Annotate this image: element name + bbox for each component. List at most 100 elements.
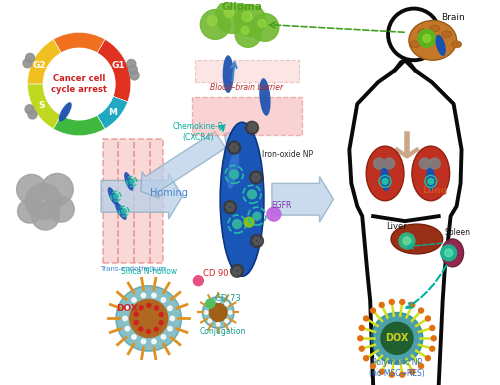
Circle shape [234, 272, 237, 275]
Circle shape [32, 202, 60, 230]
Circle shape [208, 319, 212, 323]
Circle shape [230, 203, 233, 206]
Ellipse shape [366, 146, 404, 201]
Circle shape [257, 242, 260, 245]
Circle shape [114, 194, 118, 199]
FancyArrow shape [272, 176, 334, 222]
Wedge shape [28, 39, 62, 84]
Circle shape [428, 178, 434, 184]
Circle shape [170, 316, 174, 321]
Circle shape [399, 233, 415, 249]
Wedge shape [54, 32, 105, 53]
Circle shape [432, 336, 436, 341]
Circle shape [390, 372, 394, 377]
Circle shape [139, 327, 143, 331]
Circle shape [258, 176, 260, 179]
Circle shape [237, 272, 240, 275]
Circle shape [116, 286, 182, 351]
Ellipse shape [391, 224, 442, 254]
Ellipse shape [380, 166, 390, 191]
Circle shape [130, 300, 168, 338]
Ellipse shape [418, 29, 428, 36]
Ellipse shape [222, 55, 234, 93]
Circle shape [252, 176, 254, 179]
Circle shape [161, 335, 166, 339]
Circle shape [244, 217, 254, 227]
Circle shape [253, 173, 256, 176]
FancyArrow shape [140, 131, 226, 198]
FancyBboxPatch shape [196, 60, 298, 82]
Circle shape [18, 199, 42, 223]
Text: Silica N-hollow: Silica N-hollow [120, 267, 177, 276]
Circle shape [227, 203, 230, 206]
Circle shape [216, 323, 220, 326]
Circle shape [194, 276, 203, 286]
Circle shape [381, 322, 413, 354]
Circle shape [252, 239, 256, 243]
Wedge shape [97, 96, 128, 129]
Circle shape [430, 158, 440, 169]
Text: Spleen: Spleen [444, 228, 470, 237]
Text: Brain: Brain [440, 13, 464, 22]
Circle shape [142, 339, 146, 344]
Ellipse shape [410, 41, 420, 48]
Circle shape [440, 245, 456, 261]
Ellipse shape [436, 35, 446, 56]
Circle shape [26, 183, 62, 219]
Circle shape [426, 356, 430, 361]
Circle shape [134, 312, 138, 316]
Circle shape [364, 316, 368, 321]
Circle shape [16, 174, 46, 204]
Circle shape [146, 330, 150, 333]
Circle shape [227, 208, 230, 211]
Text: Glioma: Glioma [222, 2, 262, 12]
Circle shape [242, 12, 252, 22]
Circle shape [254, 237, 257, 240]
Circle shape [360, 325, 364, 330]
Circle shape [231, 149, 234, 152]
Circle shape [210, 303, 227, 321]
Circle shape [360, 346, 364, 351]
Circle shape [132, 335, 136, 339]
Circle shape [238, 269, 242, 272]
Text: DOX: DOX [116, 303, 138, 313]
Circle shape [379, 302, 384, 307]
Circle shape [28, 110, 37, 119]
Circle shape [256, 173, 259, 176]
Text: DOX: DOX [386, 333, 408, 343]
Circle shape [147, 303, 151, 307]
Circle shape [267, 207, 281, 221]
Circle shape [127, 59, 136, 69]
Circle shape [234, 144, 237, 147]
Circle shape [122, 209, 126, 214]
Circle shape [236, 146, 238, 149]
Wedge shape [28, 84, 62, 129]
Circle shape [224, 8, 234, 17]
Circle shape [152, 339, 156, 344]
Ellipse shape [409, 20, 457, 60]
Circle shape [430, 325, 434, 330]
Circle shape [152, 293, 156, 298]
Circle shape [208, 15, 217, 25]
Circle shape [370, 308, 376, 313]
Circle shape [168, 326, 172, 331]
Text: Cancer cell
cycle arrest: Cancer cell cycle arrest [51, 74, 107, 94]
Circle shape [237, 267, 240, 270]
Circle shape [123, 316, 128, 321]
Circle shape [403, 237, 411, 245]
Circle shape [390, 300, 394, 305]
Circle shape [420, 158, 430, 169]
Wedge shape [54, 115, 105, 136]
Circle shape [249, 124, 252, 127]
Ellipse shape [426, 166, 436, 191]
Ellipse shape [442, 239, 464, 267]
Circle shape [128, 65, 138, 74]
Circle shape [232, 269, 235, 272]
Circle shape [230, 208, 233, 211]
Text: Liver: Liver [386, 222, 407, 231]
Ellipse shape [259, 78, 270, 116]
Circle shape [208, 302, 212, 306]
Wedge shape [97, 39, 131, 102]
Circle shape [23, 59, 32, 68]
Circle shape [154, 306, 158, 310]
